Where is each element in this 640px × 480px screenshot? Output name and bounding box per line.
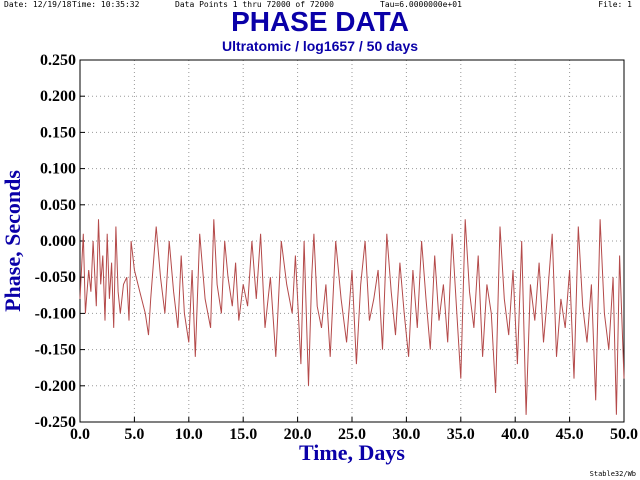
axis-ticks: 0.0 5.0 10.0 15.0 20.0 25.0 30.0 35.0 40.0 45.0 50…	[35, 52, 638, 443]
header-time: Time: 10:35:32	[72, 0, 140, 9]
y-tick-label: -0.200	[35, 378, 76, 395]
header-date: Date: 12/19/18	[4, 0, 72, 9]
chart-subtitle: Ultratomic / log1657 / 50 days	[221, 38, 419, 54]
x-tick-label: 10.0	[175, 426, 203, 443]
x-tick-label: 30.0	[392, 426, 420, 443]
x-tick-label: 40.0	[501, 426, 529, 443]
y-tick-label: -0.250	[35, 414, 76, 431]
phase-series-line	[79, 219, 625, 415]
x-tick-label: 15.0	[229, 426, 257, 443]
y-tick-label: 0.100	[40, 161, 76, 178]
x-tick-label: 45.0	[556, 426, 584, 443]
y-axis-label: Phase, Seconds	[0, 170, 25, 312]
y-tick-label: 0.150	[40, 124, 76, 141]
y-tick-label: 0.250	[40, 52, 76, 69]
x-tick-label: 20.0	[284, 426, 312, 443]
x-tick-label: 5.0	[124, 426, 144, 443]
header-tau: Tau=6.0000000e+01	[380, 0, 462, 9]
chart-title: PHASE DATA	[231, 6, 409, 37]
x-tick-label: 0.0	[70, 426, 90, 443]
header-file: File: 1	[598, 0, 632, 9]
grid-lines	[80, 60, 624, 422]
y-tick-label: 0.200	[40, 88, 76, 105]
y-tick-label: 0.050	[40, 197, 76, 214]
x-axis-label: Time, Days	[299, 440, 405, 465]
y-tick-label: -0.100	[35, 305, 76, 322]
x-tick-label: 50.0	[610, 426, 638, 443]
footer-program: Stable32/Wb	[589, 470, 636, 478]
header-data-points: Data Points 1 thru 72000 of 72000	[175, 0, 334, 9]
y-tick-label: -0.050	[35, 269, 76, 286]
y-tick-label: -0.150	[35, 342, 76, 359]
series-group	[79, 219, 625, 415]
y-tick-label: 0.000	[40, 233, 76, 250]
x-tick-label: 35.0	[447, 426, 475, 443]
x-tick-label: 25.0	[338, 426, 366, 443]
